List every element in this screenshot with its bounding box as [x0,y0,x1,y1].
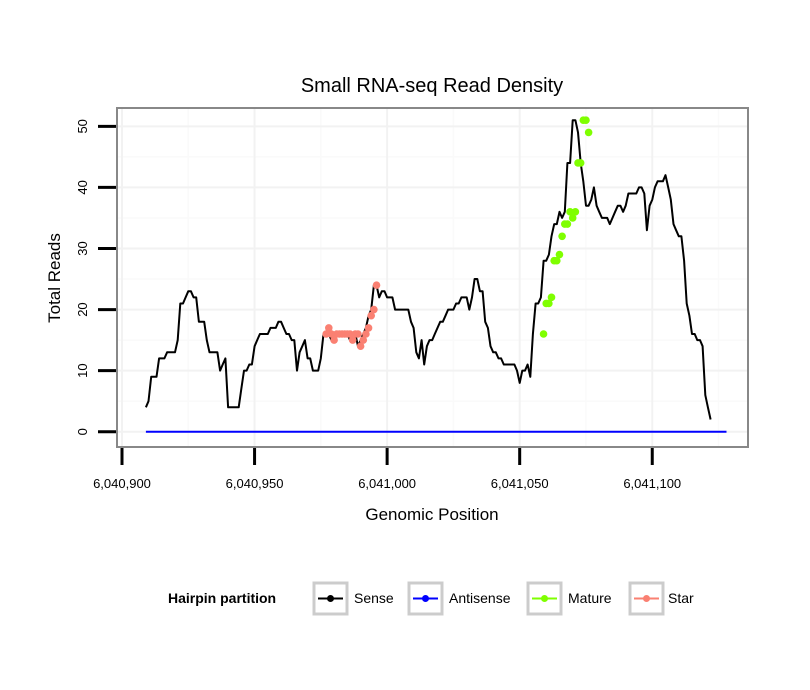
data-point-mature [576,159,585,167]
data-point-mature [571,208,580,216]
legend-entry-star: Star [628,581,694,616]
data-point-star [370,305,378,314]
x-axis: 6,040,900 6,040,950 6,041,000 6,041,050 6,04… [93,448,681,491]
legend-key-point [643,595,650,602]
series-points-mature [539,116,593,338]
legend-label: Star [668,590,694,606]
panel-border [116,107,749,448]
y-tick-label: 0 [75,428,90,435]
legend-label: Antisense [449,590,511,606]
data-point-star [359,336,368,344]
y-axis-title: Total Reads [45,233,64,323]
x-tick-label: 6,040,950 [226,476,284,491]
legend-key-point [422,595,429,602]
y-axis: 0 10 20 30 40 50 [75,119,116,435]
x-tick-label: 6,041,000 [358,476,416,491]
x-tick-label: 6,041,050 [491,476,549,491]
plot-panel [116,107,749,448]
data-point-star [367,311,376,320]
data-point-star [346,330,354,338]
legend-label: Sense [354,590,394,606]
data-point-mature [553,256,561,265]
legend-label: Mature [568,590,612,606]
grid-minor [117,108,748,447]
series-line-sense [144,119,712,420]
data-point-mature [555,250,564,259]
y-tick-label: 50 [75,119,90,133]
data-point-mature [582,116,590,125]
legend-entry-mature: Mature [526,581,612,616]
data-point-mature [584,128,593,137]
x-tick-label: 6,040,900 [93,476,151,491]
data-point-star [348,336,357,344]
data-point-mature [547,293,556,302]
data-point-mature [563,220,572,228]
data-point-mature [568,214,577,222]
data-point-star [327,330,336,338]
series-points-star [322,281,381,351]
legend-entry-antisense: Antisense [407,581,511,616]
data-point-star [322,330,330,338]
data-point-star [372,281,381,289]
data-point-mature [566,208,574,216]
legend-title: Hairpin partition [168,590,276,606]
data-point-star [324,324,333,332]
y-tick-label: 40 [75,180,90,194]
data-point-star [330,336,338,344]
data-point-star [364,324,373,332]
x-tick-label: 6,041,100 [623,476,681,491]
y-tick-label: 20 [75,302,90,316]
legend-entries: Sense Antisense Mature Star [312,581,694,616]
x-axis-title: Genomic Position [365,505,498,524]
chart-title: Small RNA-seq Read Density [301,75,563,97]
series-layer [144,116,727,433]
legend-key-point [327,595,334,602]
data-point-mature [558,232,566,241]
legend-key-point [541,595,548,602]
data-point-star [356,342,365,351]
y-tick-label: 10 [75,363,90,377]
panel-background [117,108,748,447]
data-point-star [354,330,362,338]
y-tick-label: 30 [75,241,90,255]
legend: Hairpin partition Sense Antisense Mature St… [168,581,694,616]
data-point-star [362,330,370,338]
legend-entry-sense: Sense [312,581,394,616]
data-point-mature [539,330,548,338]
data-point-mature [545,299,553,308]
